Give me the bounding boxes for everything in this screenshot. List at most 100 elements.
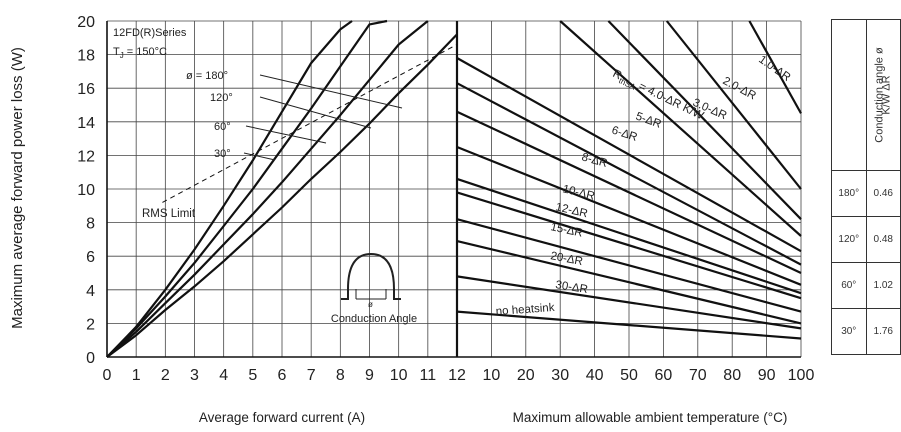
x-tick-label-right: 30	[551, 367, 569, 384]
half-sine-pulse	[341, 252, 401, 300]
table-row: 120° 0.48	[831, 216, 901, 263]
table-cell-angle: 30°	[831, 308, 867, 355]
heatsink-line-5	[456, 82, 802, 266]
x-tick-label-left: 11	[420, 367, 437, 384]
label-2-0: 2.0-ΔR	[721, 75, 758, 102]
label-180: ø = 180°	[186, 70, 228, 82]
label-30: 30-ΔR	[555, 279, 589, 296]
x-tick-label-left: 3	[190, 367, 199, 384]
x-tick-label-left: 0	[103, 367, 112, 384]
leader-120	[259, 96, 372, 129]
table-header-angle: Conduction angle ø	[831, 19, 886, 171]
right-curve-labels: 1.0-ΔR 2.0-ΔR 3.0-ΔR RthSA = 4.0-ΔR K/W …	[495, 54, 792, 318]
label-10: 10-ΔR	[561, 183, 596, 203]
y-axis-title: Maximum average forward power loss (W)	[9, 47, 26, 329]
y-tick-label: 0	[86, 350, 95, 367]
thermal-resistance-table: Conduction angle ø K/W ΔR 180° 0.46 120°…	[831, 19, 901, 355]
table-cell-delta-r: 0.48	[865, 216, 901, 263]
label-60: 60°	[214, 121, 231, 133]
x-tick-label-left: 7	[307, 367, 316, 384]
x-tick-label-left: 9	[365, 367, 374, 384]
heatsink-line-8	[456, 177, 802, 295]
x-axis-title-right: Maximum allowable ambient temperature (°…	[513, 410, 788, 425]
power-loss-curve-1	[106, 20, 429, 358]
x-tick-label-right: 100	[788, 367, 815, 384]
phi-symbol: ø	[368, 300, 373, 309]
y-tick-label: 20	[77, 14, 95, 31]
rms-limit-label: RMS Limit	[142, 208, 196, 220]
x-tick-label-right: 90	[758, 367, 776, 384]
leader-180	[259, 74, 403, 109]
heatsink-line-12	[456, 275, 802, 330]
rms-limit-line	[162, 44, 458, 203]
y-tick-label: 4	[86, 283, 95, 300]
series-name-label: 12FD(R)Series	[113, 27, 187, 39]
table-header-kw: K/W ΔR	[865, 19, 901, 171]
conduction-angle-icon: ø Conduction Angle	[331, 252, 417, 325]
y-tick-label: 6	[86, 249, 95, 266]
heatsink-line-13	[456, 310, 802, 340]
table-cell-delta-r: 0.46	[865, 170, 901, 217]
x-tick-label-left: 10	[390, 367, 408, 384]
y-tick-label: 18	[77, 48, 95, 65]
y-tick-label: 16	[77, 81, 95, 98]
y-tick-label: 14	[77, 115, 95, 132]
tj-label: TJ = 150°C	[113, 46, 167, 60]
heatsink-line-11	[456, 240, 802, 325]
power-loss-curve-2	[106, 19, 388, 358]
heatsink-line-0	[748, 20, 802, 114]
power-loss-curve-0	[106, 33, 458, 358]
label-5: 5-ΔR	[634, 111, 663, 131]
table-row: 180° 0.46	[831, 170, 901, 217]
grid	[106, 20, 802, 358]
y-tick-label: 2	[86, 316, 95, 333]
x-tick-label-right: 12	[448, 367, 466, 384]
x-tick-label-left: 2	[161, 367, 170, 384]
power-loss-curve-3	[106, 20, 353, 358]
x-tick-label-right: 70	[689, 367, 707, 384]
tj-value: = 150°C	[124, 46, 167, 58]
heatsink-line-9	[456, 191, 802, 300]
heatsink-line-2	[607, 20, 802, 220]
left-curve-labels: ø = 180° 120° 60° 30° RMS Limit	[142, 70, 403, 220]
label-rthsa: RthSA = 4.0-ΔR K/W	[610, 68, 706, 124]
table-cell-angle: 180°	[831, 170, 867, 217]
label-no-heatsink: no heatsink	[495, 302, 555, 318]
x-tick-label-right: 80	[723, 367, 741, 384]
x-tick-label-right: 40	[586, 367, 604, 384]
table-cell-angle: 120°	[831, 216, 867, 263]
x-tick-label-right: 60	[655, 367, 673, 384]
label-15: 15-ΔR	[549, 221, 583, 240]
table-row: 30° 1.76	[831, 308, 901, 355]
y-tick-label: 12	[77, 148, 95, 165]
heatsink-line-7	[456, 145, 802, 286]
tj-prefix: T	[113, 46, 120, 58]
x-tick-label-left: 6	[278, 367, 287, 384]
x-tick-label-left: 1	[132, 367, 141, 384]
label-30: 30°	[214, 148, 231, 160]
y-tick-label: 10	[77, 182, 95, 199]
table-cell-delta-r: 1.02	[865, 262, 901, 309]
table-cell-delta-r: 1.76	[865, 308, 901, 355]
heatsink-line-1	[665, 20, 802, 190]
heatsink-line-4	[456, 57, 802, 253]
table-cell-angle: 60°	[831, 262, 867, 309]
table-row: 60° 1.02	[831, 262, 901, 309]
heatsink-line-10	[456, 218, 802, 313]
y-tick-label: 8	[86, 216, 95, 233]
leader-30	[243, 152, 276, 161]
label-120: 120°	[210, 92, 233, 104]
heatsink-line-6	[456, 110, 802, 274]
tj-subscript: J	[120, 51, 124, 60]
x-tick-label-left: 4	[219, 367, 228, 384]
label-1-0: 1.0-ΔR	[756, 54, 792, 84]
curves	[106, 19, 802, 358]
heatsink-line-3	[559, 20, 802, 237]
x-tick-label-left: 8	[336, 367, 345, 384]
x-tick-label-left: 5	[248, 367, 257, 384]
x-tick-label-right: 10	[483, 367, 501, 384]
conduction-angle-label: Conduction Angle	[331, 313, 417, 325]
x-axis-title-left: Average forward current (A)	[199, 410, 365, 425]
